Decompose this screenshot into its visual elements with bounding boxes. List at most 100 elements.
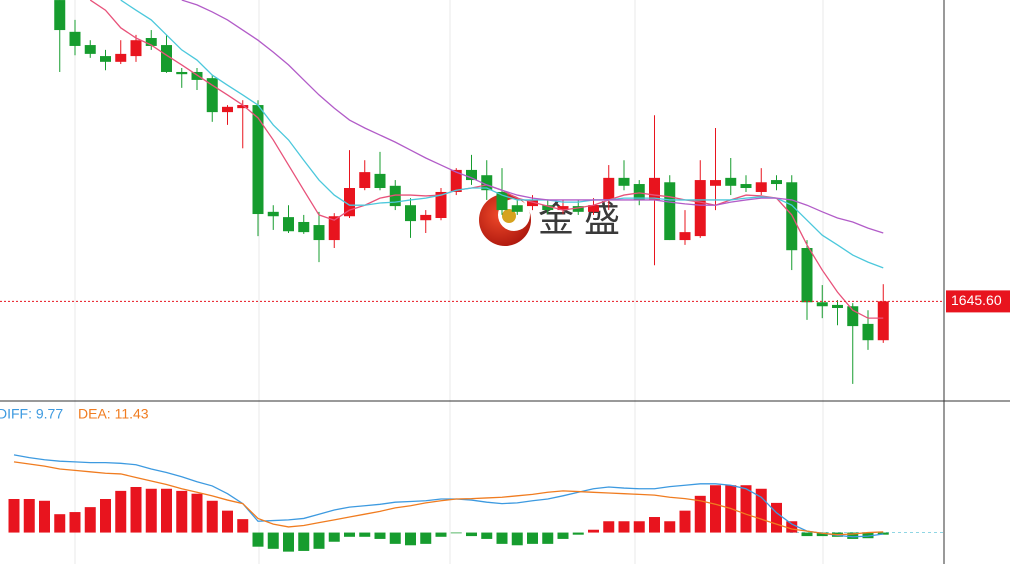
macd-bar xyxy=(588,529,599,533)
series-line xyxy=(13,461,884,536)
macd-bar xyxy=(466,532,477,537)
candle-body xyxy=(816,302,828,307)
legend-entry: DEA: 11.43 xyxy=(78,406,149,422)
candle-body xyxy=(161,45,172,72)
candle-body xyxy=(100,56,111,62)
macd-bar xyxy=(100,499,111,533)
candle-body xyxy=(542,205,554,211)
candle-body xyxy=(496,191,508,211)
macd-bar xyxy=(298,532,310,551)
logo xyxy=(502,209,516,223)
macd-bar xyxy=(130,486,142,533)
macd-bar xyxy=(267,532,279,549)
macd-bar xyxy=(176,490,188,533)
candle-body xyxy=(328,216,340,241)
macd-bar xyxy=(496,532,508,544)
macd-bar xyxy=(816,532,828,537)
macd-bar xyxy=(389,532,401,544)
candle-body xyxy=(877,301,889,341)
macd-bar xyxy=(8,499,20,533)
macd-bar xyxy=(679,510,691,533)
candle-body xyxy=(679,232,691,241)
candle-body xyxy=(618,177,630,186)
macd-bar xyxy=(877,532,889,535)
candle-body xyxy=(237,105,249,109)
macd-bar xyxy=(450,532,462,534)
macd-bar xyxy=(801,532,813,537)
candle-body xyxy=(405,205,416,222)
macd-bar xyxy=(222,510,233,533)
candle-body xyxy=(69,31,81,46)
macd-bar xyxy=(206,500,218,533)
macd-bar xyxy=(69,512,81,533)
macd-bar xyxy=(542,532,554,544)
candle-body xyxy=(588,205,599,212)
candle-body xyxy=(633,184,645,200)
candle-body xyxy=(740,184,752,189)
macd-bar xyxy=(771,502,782,533)
candle-body xyxy=(572,206,584,212)
candle-body xyxy=(694,180,706,237)
candle-body xyxy=(252,105,264,215)
macd-bar xyxy=(511,532,523,546)
macd-bar xyxy=(435,532,447,537)
candle-body xyxy=(511,205,523,212)
candle-body xyxy=(313,225,325,241)
macd-bar xyxy=(54,514,66,533)
macd-bar xyxy=(420,532,432,544)
candle-body xyxy=(84,45,96,54)
candle-body xyxy=(359,172,371,189)
macd-bar xyxy=(694,495,706,533)
candle-body xyxy=(267,211,279,217)
macd-bar xyxy=(283,532,294,552)
macd-bar xyxy=(237,519,249,533)
candle-body xyxy=(374,173,386,189)
last-price-tag xyxy=(946,290,1010,313)
macd-bar xyxy=(39,500,50,533)
candle-body xyxy=(847,306,859,327)
series-line xyxy=(181,0,884,234)
macd-bar xyxy=(145,488,157,533)
macd-bar xyxy=(344,532,355,537)
macd-bar xyxy=(664,521,676,533)
macd-bar xyxy=(405,532,416,546)
macd-bar xyxy=(649,517,660,533)
series-line xyxy=(89,0,884,319)
data-layer xyxy=(0,0,944,552)
candle-body xyxy=(222,106,233,113)
candle-body xyxy=(862,323,874,341)
candle-body xyxy=(466,169,477,181)
macd-bar xyxy=(161,488,172,533)
candle-body xyxy=(176,71,188,75)
candle-body xyxy=(191,71,203,80)
candle-body xyxy=(420,214,432,221)
candle-body xyxy=(450,169,462,192)
candle-body xyxy=(664,182,676,241)
macd-bar xyxy=(374,532,386,539)
legend-entry: DIFF: 9.77 xyxy=(0,406,63,422)
candle-body xyxy=(130,40,142,57)
candle-body xyxy=(145,38,157,46)
candle-body xyxy=(527,199,538,207)
candle-body xyxy=(755,182,767,192)
macd-bar xyxy=(252,532,264,547)
time-grid xyxy=(74,0,824,564)
macd-bar xyxy=(23,499,35,533)
candle-body xyxy=(557,206,569,211)
watermark-text: 金 盛 xyxy=(538,199,620,240)
candle-body xyxy=(725,177,737,186)
macd-bar xyxy=(755,488,767,533)
candle-body xyxy=(206,78,218,113)
candle-body xyxy=(771,180,782,185)
series-line xyxy=(13,454,884,538)
candle-body xyxy=(115,53,127,62)
macd-bar xyxy=(115,490,127,533)
macd-bar xyxy=(633,521,645,533)
macd-bar xyxy=(572,532,584,535)
macd-bar xyxy=(481,532,493,539)
macd-bar xyxy=(328,532,340,542)
macd-bar xyxy=(740,485,752,533)
macd-bar xyxy=(557,532,569,539)
